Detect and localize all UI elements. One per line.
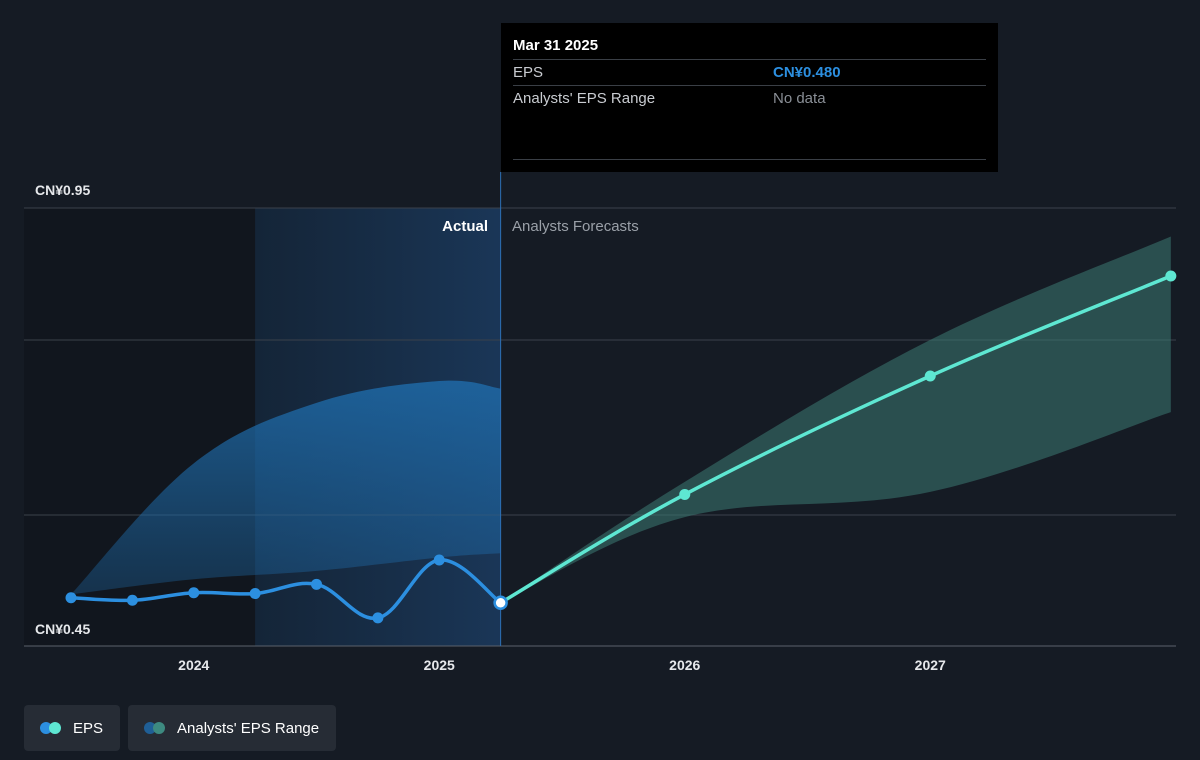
tooltip-date: Mar 31 2025 [513, 37, 599, 54]
actual-eps-point [65, 592, 77, 604]
actual-eps-point [249, 588, 261, 600]
y-axis-top-label: CN¥0.95 [35, 182, 90, 198]
tooltip-eps-label: EPS [513, 64, 544, 81]
eps-points [65, 270, 1177, 624]
x-tick-label: 2027 [915, 657, 946, 673]
forecast-eps-line [498, 274, 1173, 605]
tooltip-range-label: Analysts' EPS Range [513, 90, 656, 107]
tooltip-row-eps: EPS CN¥0.480 [513, 59, 986, 85]
legend-eps-label: EPS [73, 719, 104, 737]
forecast-eps-point [679, 488, 691, 500]
actual-eps-point [311, 578, 322, 590]
x-tick-label: 2026 [669, 657, 700, 673]
forecast-region-label: Analysts Forecasts [512, 218, 639, 235]
legend-range-label: Analysts' EPS Range [177, 719, 320, 737]
tooltip-range-value: No data [773, 90, 826, 107]
y-axis-bottom-label: CN¥0.45 [35, 621, 90, 637]
actual-eps-point [188, 587, 200, 599]
legend-range-toggle[interactable]: Analysts' EPS Range [128, 705, 337, 751]
eps-chart: 2024 2025 2026 2027 CN¥0.95 CN¥0.45 Actual … [24, 172, 1177, 673]
actual-eps-point [126, 594, 138, 606]
forecast-eps-point [1165, 270, 1177, 282]
x-tick-label: 2024 [178, 657, 209, 673]
tooltip-divider [513, 159, 986, 160]
tooltip-eps-value: CN¥0.480 [773, 64, 841, 81]
actual-eps-range-area [71, 380, 501, 595]
chart-legend: EPS Analysts' EPS Range [24, 705, 337, 751]
range-dots-icon [144, 722, 166, 734]
actual-eps-point [433, 554, 445, 566]
x-tick-label: 2025 [424, 657, 455, 673]
actual-eps-point [372, 612, 384, 624]
forecast-eps-point [924, 370, 936, 382]
legend-eps-toggle[interactable]: EPS [24, 705, 121, 751]
eps-dots-icon [40, 722, 62, 734]
x-axis-ticks: 2024 2025 2026 2027 [178, 657, 946, 673]
actual-region-label: Actual [442, 218, 488, 235]
eps-hover-point [493, 595, 508, 611]
tooltip-row-range: Analysts' EPS Range No data [513, 85, 986, 111]
hover-tooltip: Mar 31 2025 EPS CN¥0.480 Analysts' EPS R… [501, 23, 998, 172]
